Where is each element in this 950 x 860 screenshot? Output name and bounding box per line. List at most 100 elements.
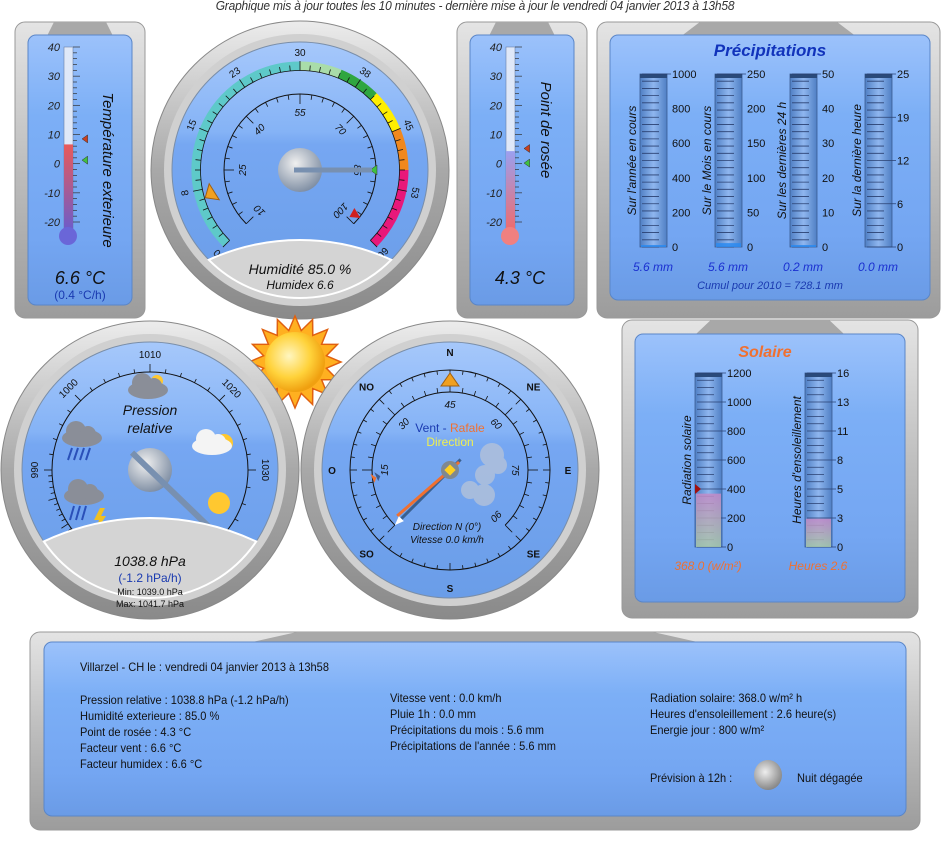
humidex-scale-label: 30 [294,48,306,59]
precipitation-value: 0.0 mm [858,260,898,274]
humidity-tick [331,102,335,107]
rain-drop-icon [69,505,75,521]
dewpoint-max-marker-icon [523,144,530,153]
humidity-tick [367,191,373,194]
humidex-tick [382,111,388,116]
summary-line: Pression relative : 1038.8 hPa (-1.2 hPa… [80,693,289,707]
precipitation-gauge-scale-label: 30 [822,138,834,150]
humidity-tick [238,125,243,129]
temperature-scale-label: 10 [48,130,61,142]
precipitation-gauge-scale-label: 50 [747,207,759,219]
precipitation-gauge-scale-label: 1000 [672,69,696,81]
wind-needle-tip-icon [394,516,404,526]
pressure-tick [49,453,54,456]
compass-tick [462,370,464,375]
speed-tick [367,481,374,484]
pressure-title-2: relative [127,420,172,436]
solar-gauge-scale-label: 5 [837,484,843,496]
temperature-label: Température exterieure [99,92,116,247]
dewpoint-bevel [489,22,555,35]
summary-line: Facteur vent : 6.6 °C [80,741,182,755]
solar-title: Solaire [738,344,791,361]
summary-line: Energie jour : 800 w/m² [650,723,765,737]
temperature-scale-label: -10 [44,188,61,200]
speed-tick [524,493,530,497]
wind-cloud-part [489,456,507,474]
compass-tick [508,390,512,395]
solar-gauge-fill [806,518,831,547]
pressure-readout-cap [42,517,258,599]
dewpoint-mercury [506,151,515,232]
speed-tick [526,481,533,484]
humidity-tick [276,97,279,103]
speed-tick [519,431,525,435]
pressure-tick [58,513,63,517]
precipitation-gauge-label: Sur les dernières 24 h [775,101,789,219]
humidex-tick [395,139,401,142]
temperature-value: 6.6 °C [55,268,106,288]
humidex-tick [309,65,311,72]
rain-cloud-icon [62,421,102,447]
pressure-tick [194,378,197,383]
humidex-tick [289,65,291,72]
humidity-tick [224,157,230,160]
pressure-tick [164,369,167,374]
humidex-tick [193,189,203,192]
humidex-tick [376,232,382,237]
sunny-icon [208,492,230,514]
compass-tick [515,535,521,541]
precipitation-gauge-scale-label: 200 [672,207,690,219]
humidex-tick [250,77,254,83]
wind-direction-text: Direction N (0°) [413,522,481,533]
humidex-tick [207,120,213,124]
humidity-tick [232,201,237,205]
speed-tick [512,420,518,425]
precipitation-gauge-label: Sur le Mois en cours [700,106,714,215]
humidity-tick [341,108,345,113]
compass-tick [436,565,438,570]
humidex-tick [212,224,218,229]
summary-line: Humidité exterieure : 85.0 % [80,709,220,723]
precipitation-gauge-scale-label: 800 [672,104,690,116]
pressure-tick [52,438,57,441]
humidex-tick [337,72,341,79]
solar-value: 368.0 (w/m²) [674,559,741,573]
summary-line: Heures d'ensoleillement : 2.6 heure(s) [650,707,837,721]
speed-scale-label: 15 [380,464,391,476]
temperature-scale-label: 20 [47,100,61,112]
solar-gauge-scale-label: 600 [727,455,745,467]
precipitation-gauge-scale-label: 25 [897,69,909,81]
speed-tick [382,420,388,425]
solar-gauge-scale-label: 16 [837,368,849,380]
precipitation-gauge-tube-cap [640,74,667,78]
precipitation-gauge-scale-label: 150 [747,138,765,150]
wind-speed-text: Vitesse 0.0 km/h [410,535,484,546]
compass-tick [399,552,403,557]
speed-tick [524,443,530,447]
dewpoint-scale-label: 10 [490,130,503,142]
pressure-scale-label: 1030 [259,459,270,482]
humidex-tick [328,69,331,75]
dewpoint-value: 4.3 °C [495,268,546,288]
dewpoint-scale-label: -10 [486,188,503,200]
compass-tick [497,552,501,557]
precipitation-bevel [682,22,855,35]
storm-cloud-icon [64,479,104,505]
speed-tick [387,524,396,533]
compass-tick [545,482,550,484]
compass-tick [350,456,355,458]
compass-tick [379,535,385,541]
compass-label: O [328,466,336,477]
humidex-tick [202,207,209,211]
dewpoint-scale-label: 20 [489,100,503,112]
solar-gauge-fill [696,493,721,547]
compass-tick [538,431,543,434]
compass-tick [538,506,543,509]
compass-tick [353,494,358,497]
summary-line: Vitesse vent : 0.0 km/h [390,691,502,705]
pressure-tick [241,503,246,506]
humidity-tick [363,201,368,205]
compass-tick [370,528,375,532]
forecast-label: Prévision à 12h : [650,771,733,785]
